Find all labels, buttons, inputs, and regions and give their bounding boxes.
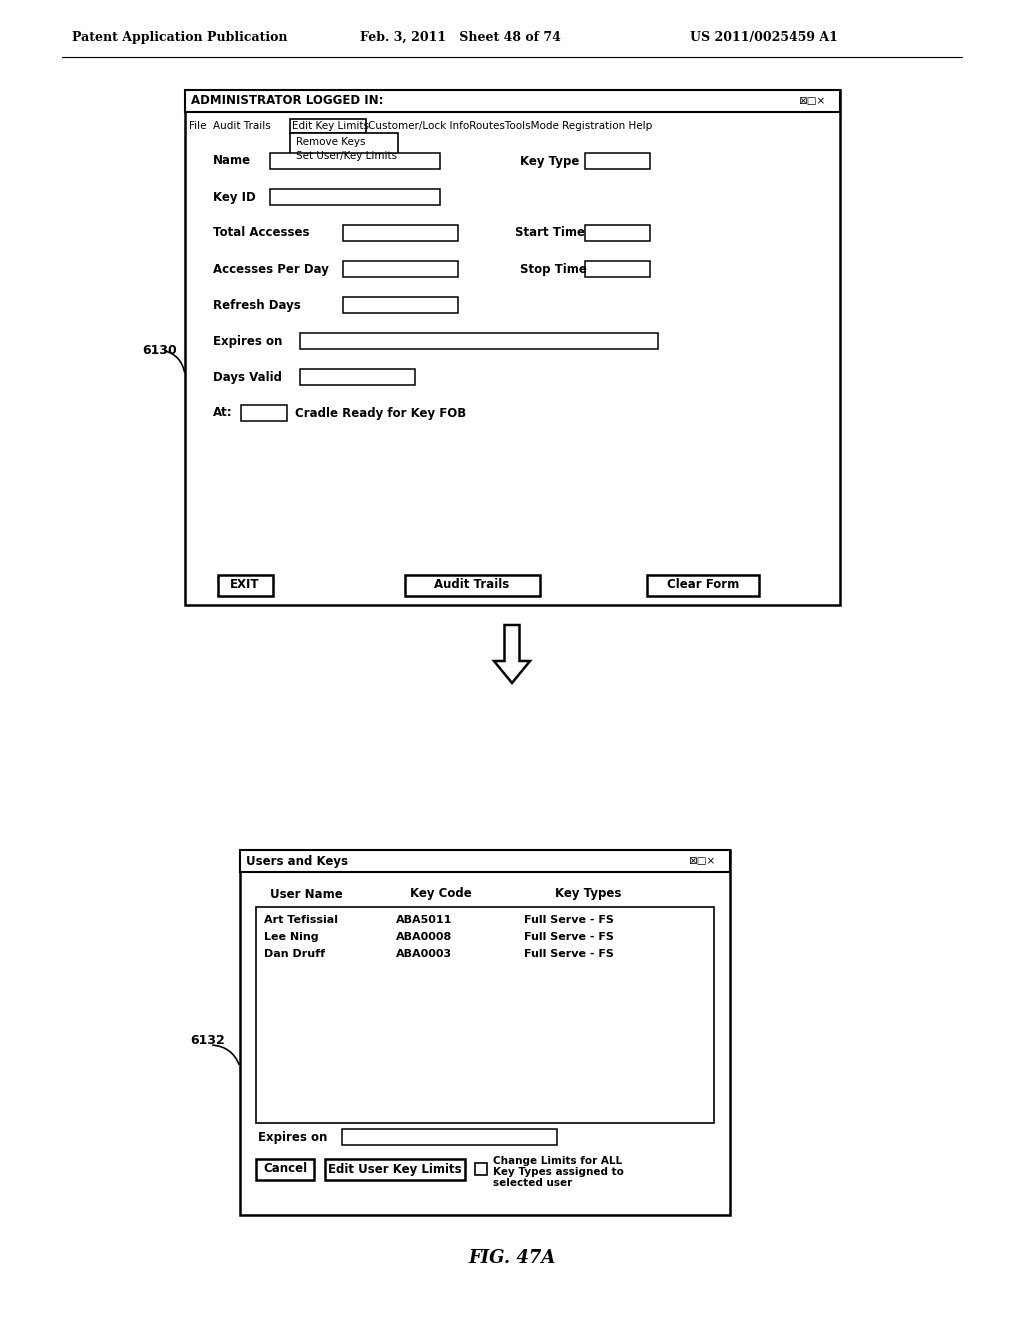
Text: Cancel: Cancel (263, 1163, 307, 1176)
Text: Expires on: Expires on (213, 334, 283, 347)
Text: User Name: User Name (270, 887, 343, 900)
Text: Cradle Ready for Key FOB: Cradle Ready for Key FOB (295, 407, 466, 420)
Bar (256, 1159, 314, 1180)
Bar (256, 907, 714, 1123)
Text: Full Serve - FS: Full Serve - FS (524, 915, 613, 925)
Text: Key Code: Key Code (410, 887, 472, 900)
Text: 6130: 6130 (142, 343, 177, 356)
Bar (585, 153, 650, 169)
Text: selected user: selected user (493, 1177, 572, 1188)
Text: Total Accesses: Total Accesses (213, 227, 309, 239)
Bar (300, 333, 658, 348)
Text: EXIT: EXIT (230, 578, 260, 591)
Text: Key ID: Key ID (213, 190, 256, 203)
Text: Feb. 3, 2011   Sheet 48 of 74: Feb. 3, 2011 Sheet 48 of 74 (360, 30, 561, 44)
Text: ⊠□×: ⊠□× (688, 855, 715, 866)
Text: Clear Form: Clear Form (667, 578, 739, 591)
Bar (406, 576, 540, 597)
Bar (647, 576, 759, 597)
Text: At:: At: (213, 407, 232, 420)
Bar (270, 153, 440, 169)
Bar (342, 1129, 557, 1144)
Text: Days Valid: Days Valid (213, 371, 282, 384)
Text: Art Tefissial: Art Tefissial (264, 915, 338, 925)
Bar (475, 1163, 487, 1175)
Text: Key Type: Key Type (520, 154, 580, 168)
Text: Accesses Per Day: Accesses Per Day (213, 263, 329, 276)
Text: ABA0008: ABA0008 (396, 932, 453, 942)
Bar (585, 261, 650, 277)
Text: Name: Name (213, 154, 251, 168)
Text: Full Serve - FS: Full Serve - FS (524, 932, 613, 942)
Text: 6132: 6132 (190, 1034, 224, 1047)
Bar (343, 261, 458, 277)
Text: Edit Key Limits: Edit Key Limits (292, 121, 369, 131)
Text: ADMINISTRATOR LOGGED IN:: ADMINISTRATOR LOGGED IN: (191, 95, 384, 107)
Text: Full Serve - FS: Full Serve - FS (524, 949, 613, 960)
Text: Expires on: Expires on (258, 1130, 328, 1143)
Text: Dan Druff: Dan Druff (264, 949, 326, 960)
Bar (185, 90, 840, 605)
Bar (218, 576, 273, 597)
Text: ⊠□×: ⊠□× (798, 96, 825, 106)
Text: US 2011/0025459 A1: US 2011/0025459 A1 (690, 30, 838, 44)
Bar (325, 1159, 465, 1180)
Bar (240, 850, 730, 873)
Text: ABA0003: ABA0003 (396, 949, 453, 960)
Bar (240, 850, 730, 1214)
Polygon shape (494, 624, 530, 682)
Text: Edit User Key Limits: Edit User Key Limits (328, 1163, 462, 1176)
Bar (585, 224, 650, 242)
Text: Stop Time: Stop Time (520, 263, 587, 276)
Text: Refresh Days: Refresh Days (213, 298, 301, 312)
Text: Key Types: Key Types (555, 887, 622, 900)
Text: Key Types assigned to: Key Types assigned to (493, 1167, 624, 1177)
Text: Start Time: Start Time (515, 227, 585, 239)
Bar (343, 224, 458, 242)
Text: Users and Keys: Users and Keys (246, 854, 348, 867)
Bar (343, 297, 458, 313)
Text: FIG. 47A: FIG. 47A (468, 1249, 556, 1267)
Bar (290, 133, 398, 165)
Text: Customer/Lock InfoRoutesToolsMode Registration Help: Customer/Lock InfoRoutesToolsMode Regist… (368, 121, 652, 131)
Bar (290, 119, 366, 133)
Text: Remove Keys: Remove Keys (296, 137, 366, 147)
Text: ABA5011: ABA5011 (396, 915, 453, 925)
Text: Change Limits for ALL: Change Limits for ALL (493, 1156, 623, 1166)
Text: Lee Ning: Lee Ning (264, 932, 318, 942)
Bar (270, 189, 440, 205)
Bar (185, 90, 840, 112)
Bar (300, 370, 415, 385)
Text: File  Audit Trails: File Audit Trails (189, 121, 274, 131)
Text: Set User/Key Limits: Set User/Key Limits (296, 150, 397, 161)
Text: Patent Application Publication: Patent Application Publication (72, 30, 288, 44)
Bar (241, 405, 287, 421)
Text: Audit Trails: Audit Trails (434, 578, 510, 591)
